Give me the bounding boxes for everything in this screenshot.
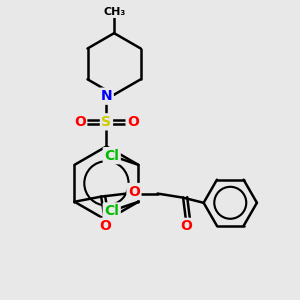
Text: O: O [128,184,140,199]
Text: O: O [99,219,111,233]
Text: S: S [101,115,111,129]
Text: N: N [100,89,112,103]
Text: CH₃: CH₃ [103,7,125,16]
Text: O: O [180,219,192,233]
Text: O: O [127,115,139,129]
Text: Cl: Cl [104,204,119,218]
Text: Cl: Cl [104,148,119,163]
Text: O: O [74,115,86,129]
